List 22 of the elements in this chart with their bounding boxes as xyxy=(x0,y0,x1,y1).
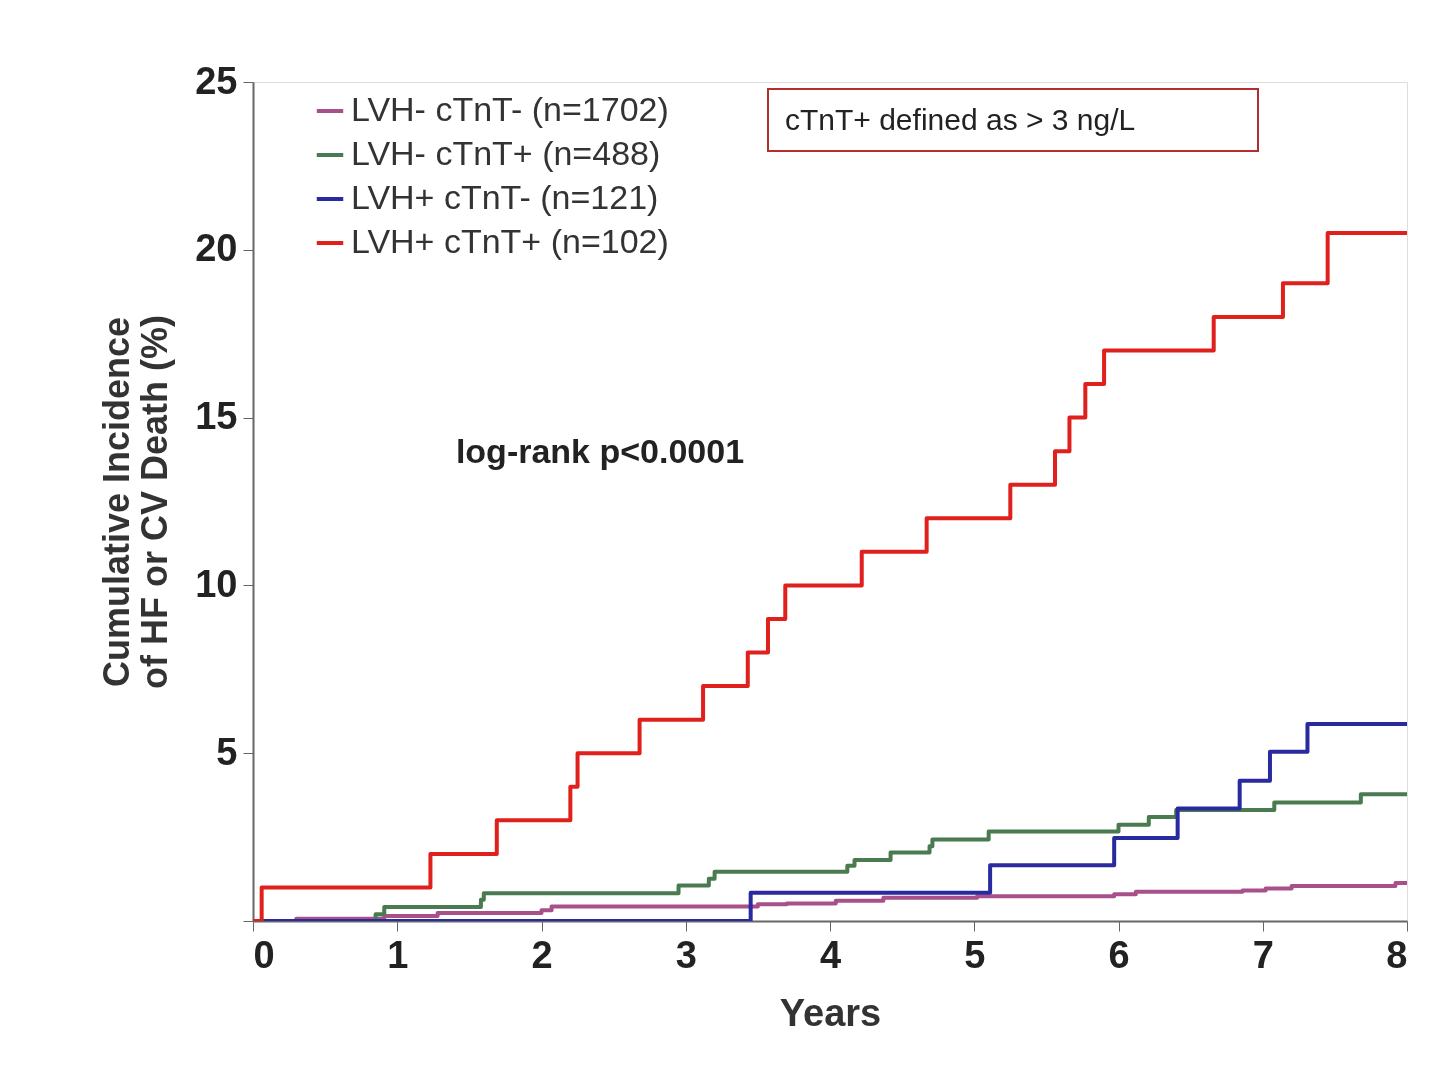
y-tick-label: 5 xyxy=(216,730,238,773)
x-axis-title: Years xyxy=(779,991,882,1034)
legend-label: LVH- cTnT+ (n=488) xyxy=(351,134,661,172)
x-tick-label: 5 xyxy=(964,933,986,976)
annotation: log-rank p<0.0001 xyxy=(455,432,745,470)
x-tick-label: 1 xyxy=(387,933,409,976)
x-tick-label: 7 xyxy=(1252,933,1274,976)
y-tick-label: 25 xyxy=(195,59,238,102)
x-tick-label: 6 xyxy=(1108,933,1130,976)
x-tick-label: 0 xyxy=(253,933,275,976)
legend-label: LVH+ cTnT- (n=121) xyxy=(351,178,659,216)
x-tick-label: 3 xyxy=(675,933,697,976)
legend-label: LVH- cTnT- (n=1702) xyxy=(351,90,669,128)
x-tick-label: 8 xyxy=(1386,933,1408,976)
y-tick-label: 10 xyxy=(195,562,238,605)
x-tick-label: 4 xyxy=(819,933,842,976)
x-tick-label: 2 xyxy=(531,933,553,976)
y-tick-label: 20 xyxy=(195,227,238,270)
annotation: cTnT+ defined as > 3 ng/L xyxy=(785,103,1136,136)
y-tick-label: 15 xyxy=(195,395,238,438)
y-axis-title: Cumulative Incidence of HF or CV Death (%) xyxy=(96,315,176,689)
legend-label: LVH+ cTnT+ (n=102) xyxy=(351,222,669,260)
